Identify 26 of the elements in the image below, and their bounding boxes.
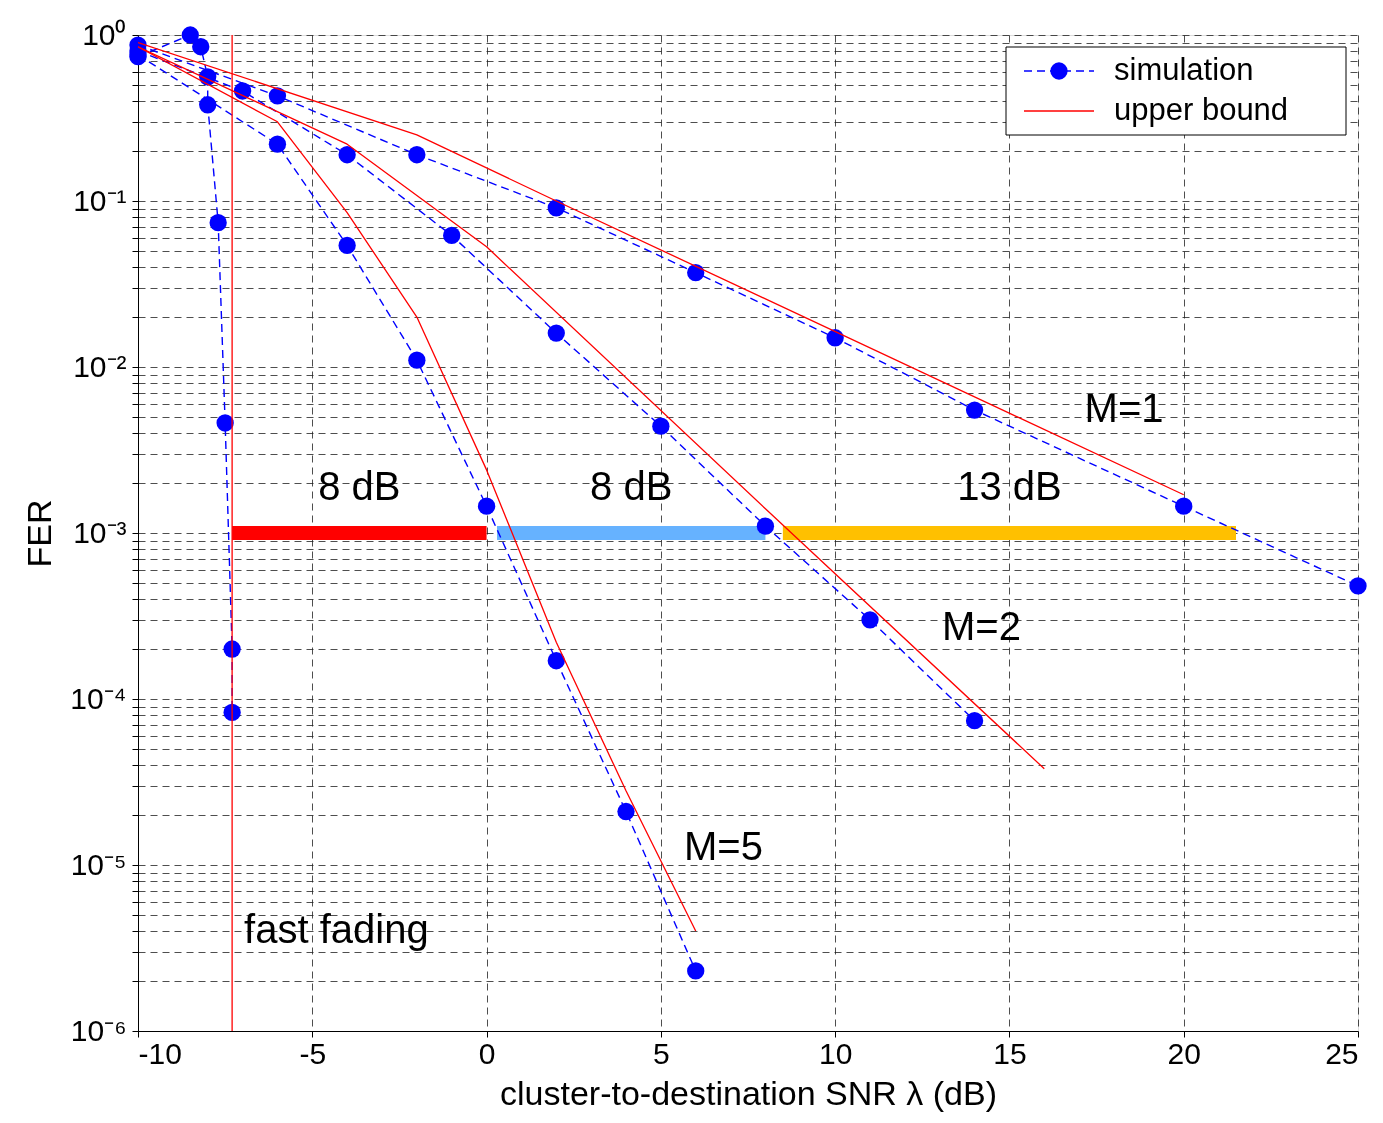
x-tick-label: 0 <box>478 1036 496 1070</box>
y-tick-label: 10⁻² <box>73 349 127 383</box>
annotation: M=1 <box>1084 386 1164 431</box>
x-tick-label: 5 <box>653 1036 670 1070</box>
annotation: fast fading <box>244 907 429 952</box>
legend-label: simulation <box>1114 52 1254 87</box>
x-tick-label: 20 <box>1167 1036 1201 1070</box>
annotation: 8 dB <box>318 464 401 508</box>
y-tick-label: 10⁻¹ <box>73 183 127 217</box>
y-axis-title: FER <box>20 499 59 568</box>
y-tick-label: 10⁻⁶ <box>70 1013 127 1047</box>
annotation: 8 dB <box>590 464 673 508</box>
legend-label: upper bound <box>1114 92 1289 127</box>
y-tick-label: 10⁻⁴ <box>70 681 127 715</box>
x-tick-label: -10 <box>138 1036 182 1070</box>
annotation: M=2 <box>942 603 1021 648</box>
x-tick-label: 25 <box>1325 1036 1359 1070</box>
annotation: 13 dB <box>957 464 1062 508</box>
x-tick-label: 15 <box>993 1036 1027 1070</box>
y-tick-label: 10⁻³ <box>73 515 127 549</box>
x-axis-title: cluster-to-destination SNR λ (dB) <box>500 1073 997 1112</box>
x-tick-label: 10 <box>818 1036 853 1070</box>
annotation: M=5 <box>684 823 763 868</box>
x-tick-label: -5 <box>299 1036 327 1070</box>
y-tick-label: 10⁰ <box>82 17 127 51</box>
y-tick-label: 10⁻⁵ <box>70 847 127 881</box>
